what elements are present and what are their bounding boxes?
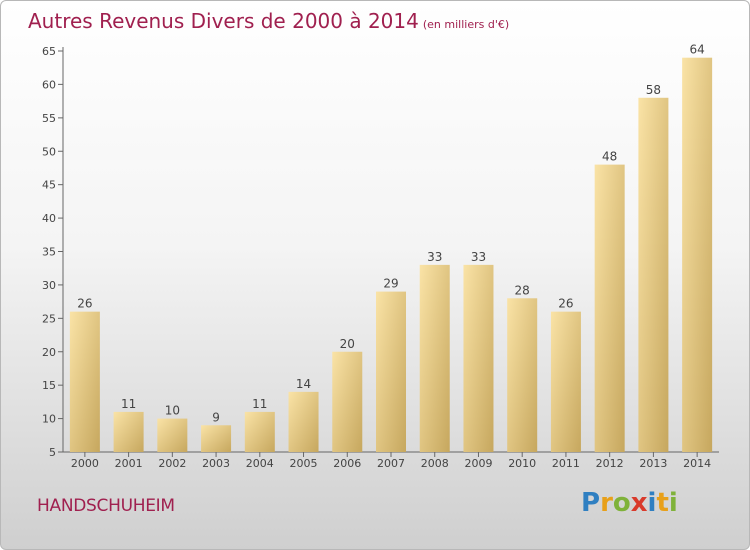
chart-title: Autres Revenus Divers de 2000 à 2014 [28,9,419,33]
bar-value-label: 26 [77,297,92,311]
x-tick-label: 2008 [421,457,449,470]
y-tick-label: 35 [42,246,56,259]
bar-value-label: 29 [383,277,398,291]
bar-value-label: 48 [602,150,617,164]
bar-2008 [419,264,450,452]
x-tick-label: 2005 [290,457,318,470]
x-tick-label: 2012 [596,457,624,470]
bar-2003 [201,425,232,452]
logo-letter-o: o [612,488,631,518]
commune-name: HANDSCHUHEIM [37,496,175,516]
bar-value-label: 58 [646,83,661,97]
x-tick-label: 2001 [115,457,143,470]
bar-2012 [594,164,625,452]
x-tick-label: 2013 [639,457,667,470]
bar-value-label: 14 [296,377,311,391]
y-tick-label: 5 [49,446,56,459]
logo-letter-r: r [600,488,613,518]
y-tick-label: 60 [42,78,56,91]
bar-labels: 26 11 10 9 11 14 20 29 33 33 28 26 48 58 64 [77,43,705,425]
x-tick-label: 2006 [333,457,361,470]
chart-title-group: Autres Revenus Divers de 2000 à 2014 (en … [28,9,509,33]
y-tick-label: 65 [42,45,56,58]
bar-value-label: 10 [165,404,180,418]
bar-2011 [550,311,581,452]
y-tick-label: 40 [42,212,56,225]
x-tick-label: 2010 [508,457,536,470]
bar-2004 [244,411,275,452]
bar-value-label: 11 [121,397,136,411]
logo-letter-t: t [656,488,669,518]
y-tick-label: 20 [42,346,56,359]
x-tick-label: 2011 [552,457,580,470]
x-tick-label: 2002 [158,457,186,470]
y-tick-label: 55 [42,112,56,125]
logo-letter-i: i [647,488,657,518]
x-tick-label: 2009 [464,457,492,470]
x-tick-label: 2007 [377,457,405,470]
x-tick-label: 2000 [71,457,99,470]
y-tick-label: 15 [42,379,56,392]
x-axis: 2000 2001 2002 2003 2004 2005 2006 2007 2008 2009… [63,451,719,470]
bar-2014 [682,57,713,452]
y-axis: 5 10 15 20 25 30 35 40 45 50 55 60 65 [42,45,64,459]
bar-2005 [288,391,319,452]
bar-2010 [507,298,538,452]
bar-value-label: 26 [558,297,573,311]
logo-letter-x: x [630,488,648,518]
bar-2006 [332,351,363,452]
y-tick-label: 10 [42,413,56,426]
bar-value-label: 64 [689,43,704,57]
proxiti-logo[interactable]: Proxiti [581,488,678,518]
x-tick-label: 2004 [246,457,274,470]
bar-value-label: 33 [471,250,486,264]
bar-value-label: 33 [427,250,442,264]
bar-2007 [376,291,406,452]
logo-letter-i-2: i [668,488,678,518]
bar-2001 [113,411,144,452]
bars [69,57,713,453]
x-tick-label: 2014 [683,457,711,470]
bar-value-label: 28 [515,283,530,297]
bar-value-label: 11 [252,397,267,411]
y-tick-label: 45 [42,179,56,192]
bar-2013 [638,97,669,453]
y-tick-label: 25 [42,312,56,325]
logo-letter-p: P [581,488,601,518]
y-tick-label: 50 [42,145,56,158]
bar-2009 [463,264,494,452]
x-tick-label: 2003 [202,457,230,470]
chart-unit: (en milliers d'€) [422,18,510,31]
bar-value-label: 20 [340,337,355,351]
bar-2000 [69,311,100,452]
bar-2002 [157,418,188,452]
bar-value-label: 9 [212,410,220,424]
y-tick-label: 30 [42,279,56,292]
